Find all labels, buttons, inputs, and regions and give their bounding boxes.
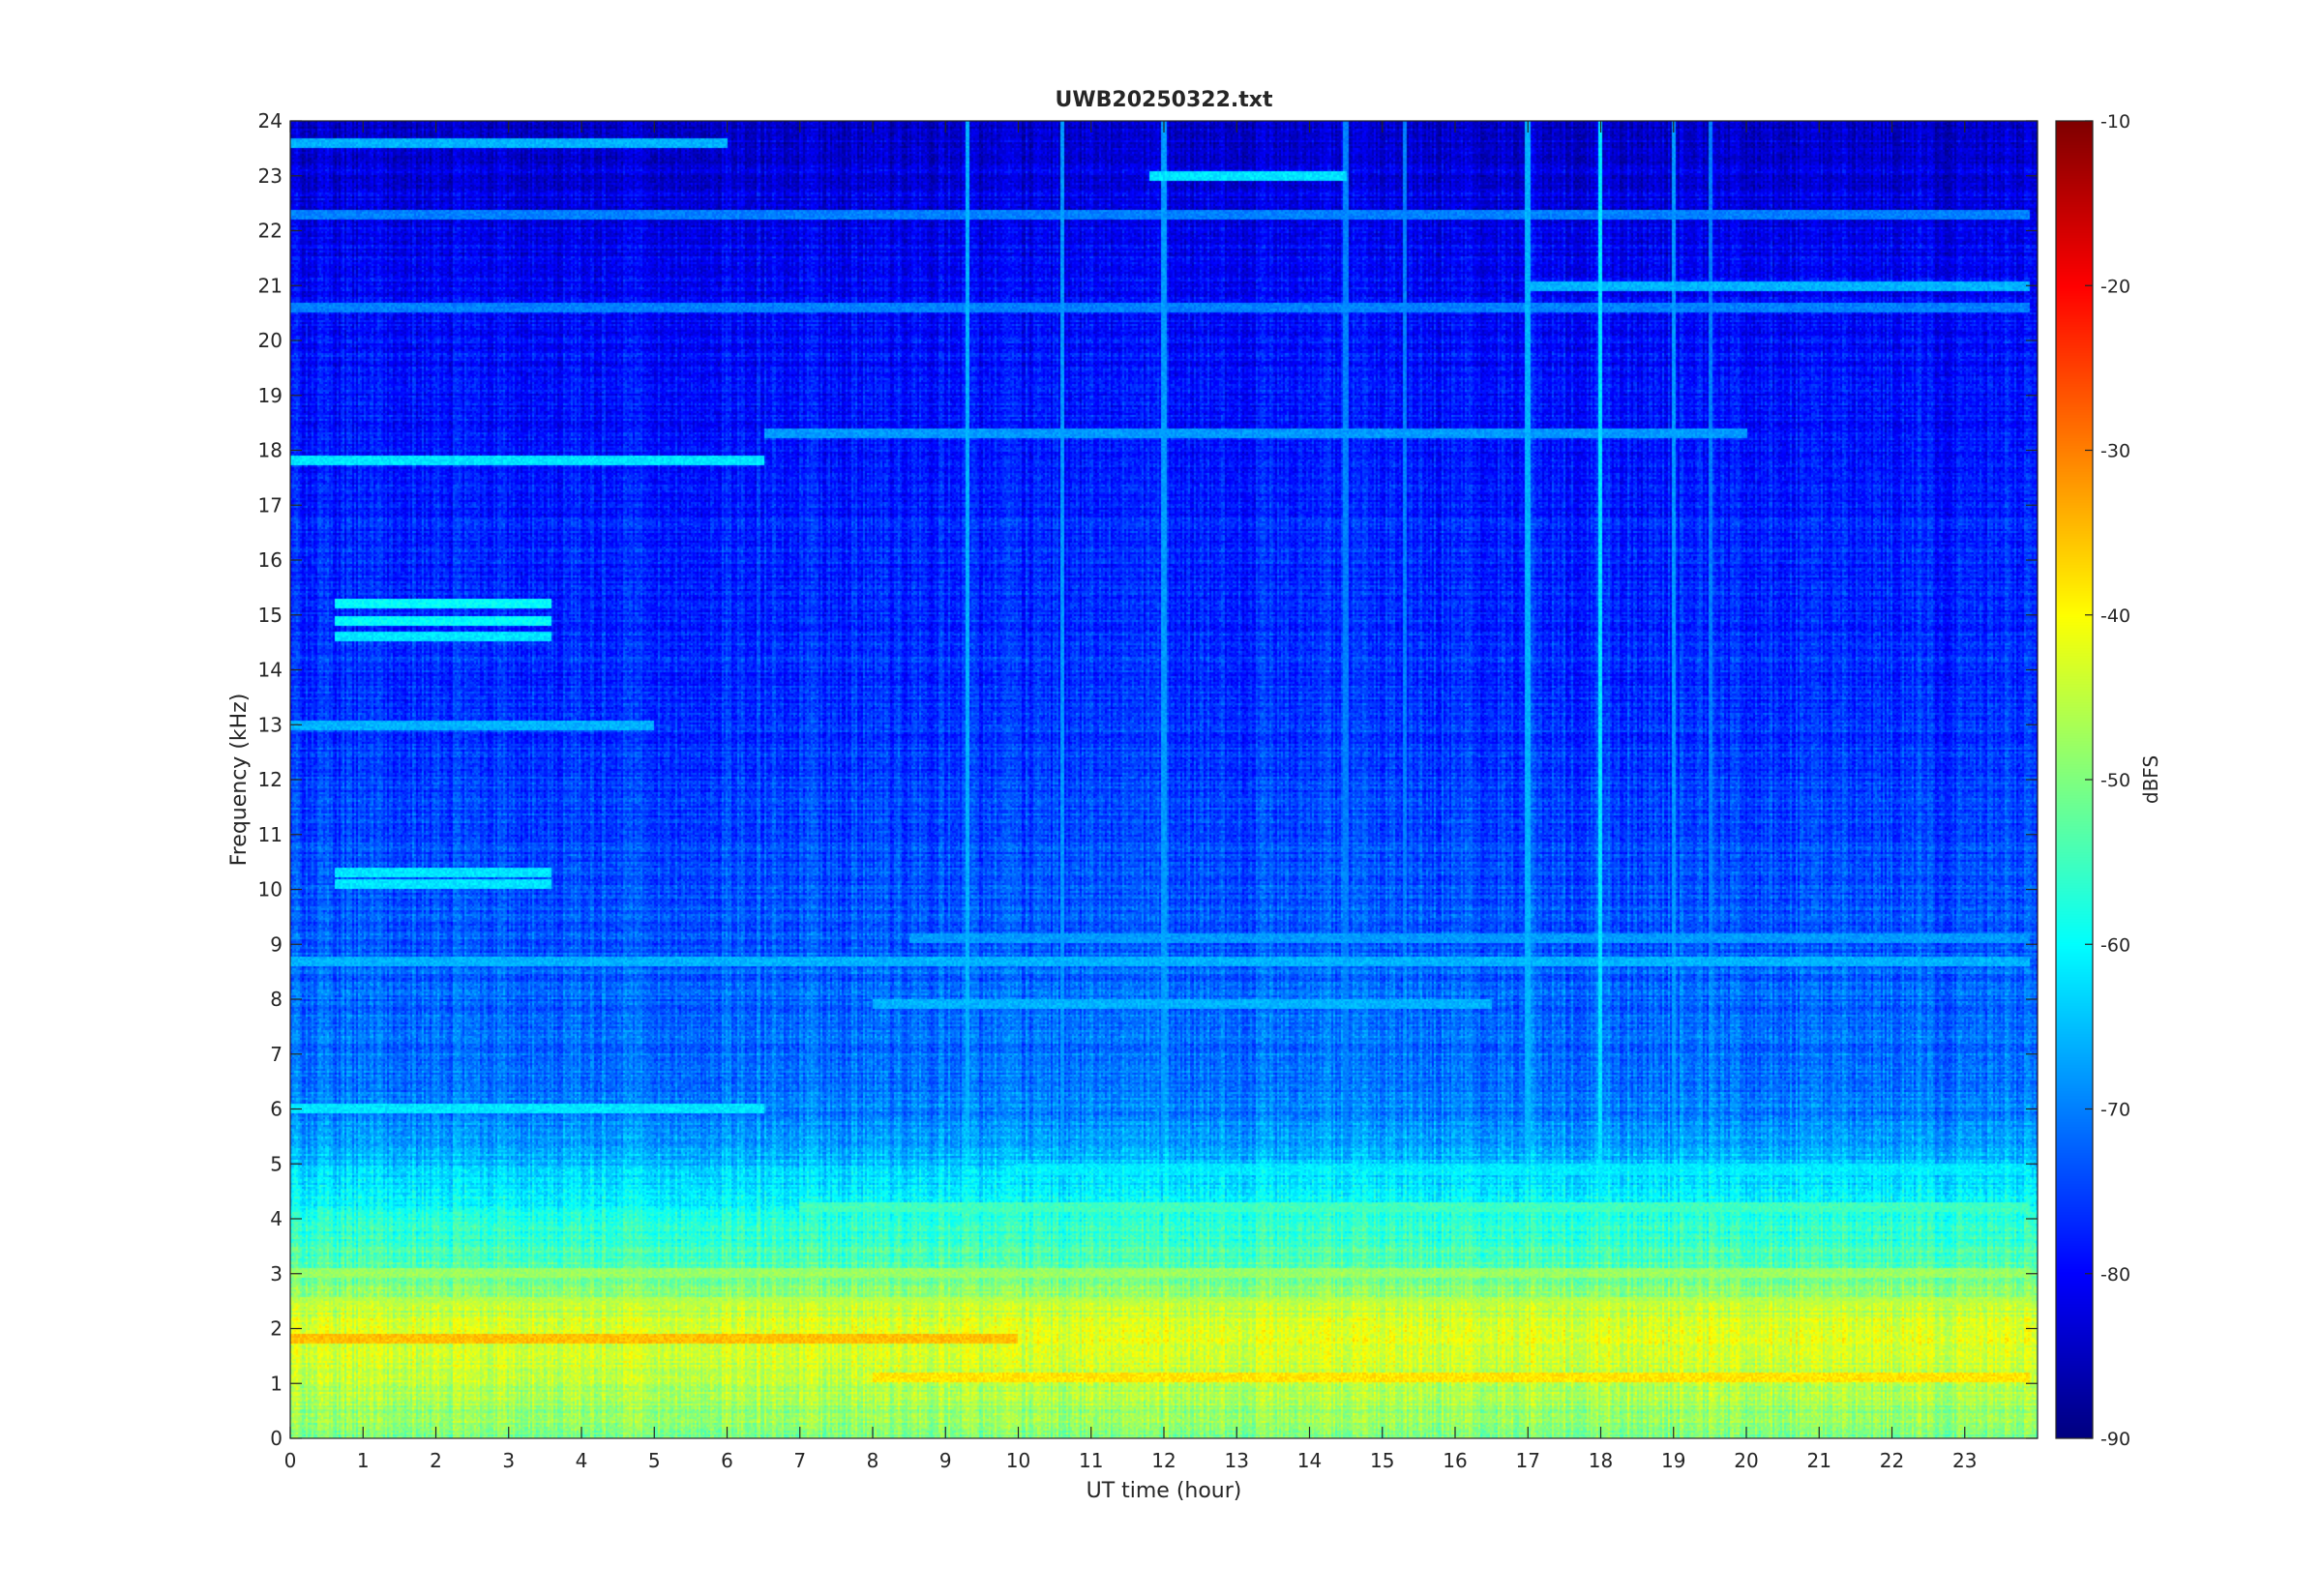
x-tick-label: 14: [1297, 1449, 1322, 1472]
colorbar-tick-label: -70: [2100, 1100, 2130, 1121]
colorbar-tick-label: -80: [2100, 1264, 2130, 1286]
x-tick-label: 8: [867, 1449, 879, 1472]
y-tick-label: 16: [258, 548, 283, 572]
y-tick-label: 11: [258, 823, 283, 846]
x-tick-label: 6: [721, 1449, 733, 1472]
y-tick-label: 21: [258, 274, 283, 297]
x-tick-label: 22: [1880, 1449, 1904, 1472]
x-tick-label: 1: [357, 1449, 370, 1472]
y-tick-label: 20: [258, 329, 283, 352]
x-tick-label: 23: [1952, 1449, 1977, 1472]
x-tick-label: 10: [1006, 1449, 1030, 1472]
y-tick-label: 2: [270, 1317, 283, 1341]
x-tick-label: 2: [430, 1449, 442, 1472]
x-tick-label: 15: [1370, 1449, 1394, 1472]
x-tick-label: 3: [502, 1449, 515, 1472]
y-tick-label: 10: [258, 878, 283, 901]
x-tick-label: 11: [1079, 1449, 1103, 1472]
x-tick-label: 19: [1661, 1449, 1685, 1472]
y-tick-label: 22: [258, 220, 283, 243]
y-tick-label: 19: [258, 384, 283, 407]
y-tick-label: 23: [258, 164, 283, 188]
colorbar-tick-label: -50: [2100, 770, 2130, 791]
x-tick-label: 7: [793, 1449, 806, 1472]
colorbar: -90 -80 -70 -60 -50 -40 -30 -20 -10 dBFS: [2055, 111, 2162, 1450]
x-tick-label: 9: [939, 1449, 952, 1472]
x-axis: 0 1 2 3 4 5 6 7 8 9 10 11 12 13 14 15 16 17 18 19 20 21 22 23: [284, 121, 1977, 1472]
plot-area: [289, 120, 2039, 1439]
y-tick-label: 6: [270, 1098, 283, 1121]
x-tick-label: 5: [648, 1449, 661, 1472]
x-tick-label: 20: [1734, 1449, 1758, 1472]
colorbar-label: dBFS: [2139, 755, 2162, 804]
colorbar-tick-label: -30: [2100, 441, 2130, 462]
y-tick-label: 8: [270, 988, 283, 1011]
y-tick-label: 0: [270, 1427, 283, 1450]
x-tick-label: 4: [576, 1449, 588, 1472]
y-tick-label: 18: [258, 439, 283, 462]
x-tick-label: 21: [1807, 1449, 1831, 1472]
y-tick-label: 14: [258, 659, 283, 682]
colorbar-tick-label: -60: [2100, 934, 2130, 956]
y-tick-label: 24: [258, 109, 283, 133]
colorbar-tick-label: -40: [2100, 606, 2130, 627]
y-tick-label: 17: [258, 493, 283, 517]
chart-title: UWB20250322.txt: [1056, 88, 1273, 112]
y-tick-label: 4: [270, 1207, 283, 1230]
colorbar-ticks: -90 -80 -70 -60 -50 -40 -30 -20 -10: [2085, 111, 2130, 1450]
colorbar-tick-label: -20: [2100, 276, 2130, 297]
x-tick-label: 13: [1225, 1449, 1249, 1472]
y-axis-label: Frequency (kHz): [227, 694, 252, 867]
colorbar-tick-label: -90: [2100, 1429, 2130, 1450]
x-tick-label: 17: [1516, 1449, 1540, 1472]
y-tick-label: 15: [258, 604, 283, 627]
spectrogram-heatmap: [290, 121, 2038, 1438]
y-tick-label: 13: [258, 713, 283, 736]
colorbar-tick-label: -10: [2100, 111, 2130, 133]
x-tick-label: 0: [284, 1449, 297, 1472]
x-tick-label: 12: [1151, 1449, 1176, 1472]
x-tick-label: 16: [1443, 1449, 1467, 1472]
y-tick-label: 9: [270, 932, 283, 956]
x-axis-label: UT time (hour): [1087, 1479, 1242, 1503]
y-tick-label: 3: [270, 1262, 283, 1286]
y-tick-label: 12: [258, 768, 283, 791]
x-tick-label: 18: [1589, 1449, 1613, 1472]
y-tick-label: 1: [270, 1372, 283, 1395]
y-tick-label: 5: [270, 1152, 283, 1175]
y-tick-label: 7: [270, 1043, 283, 1066]
